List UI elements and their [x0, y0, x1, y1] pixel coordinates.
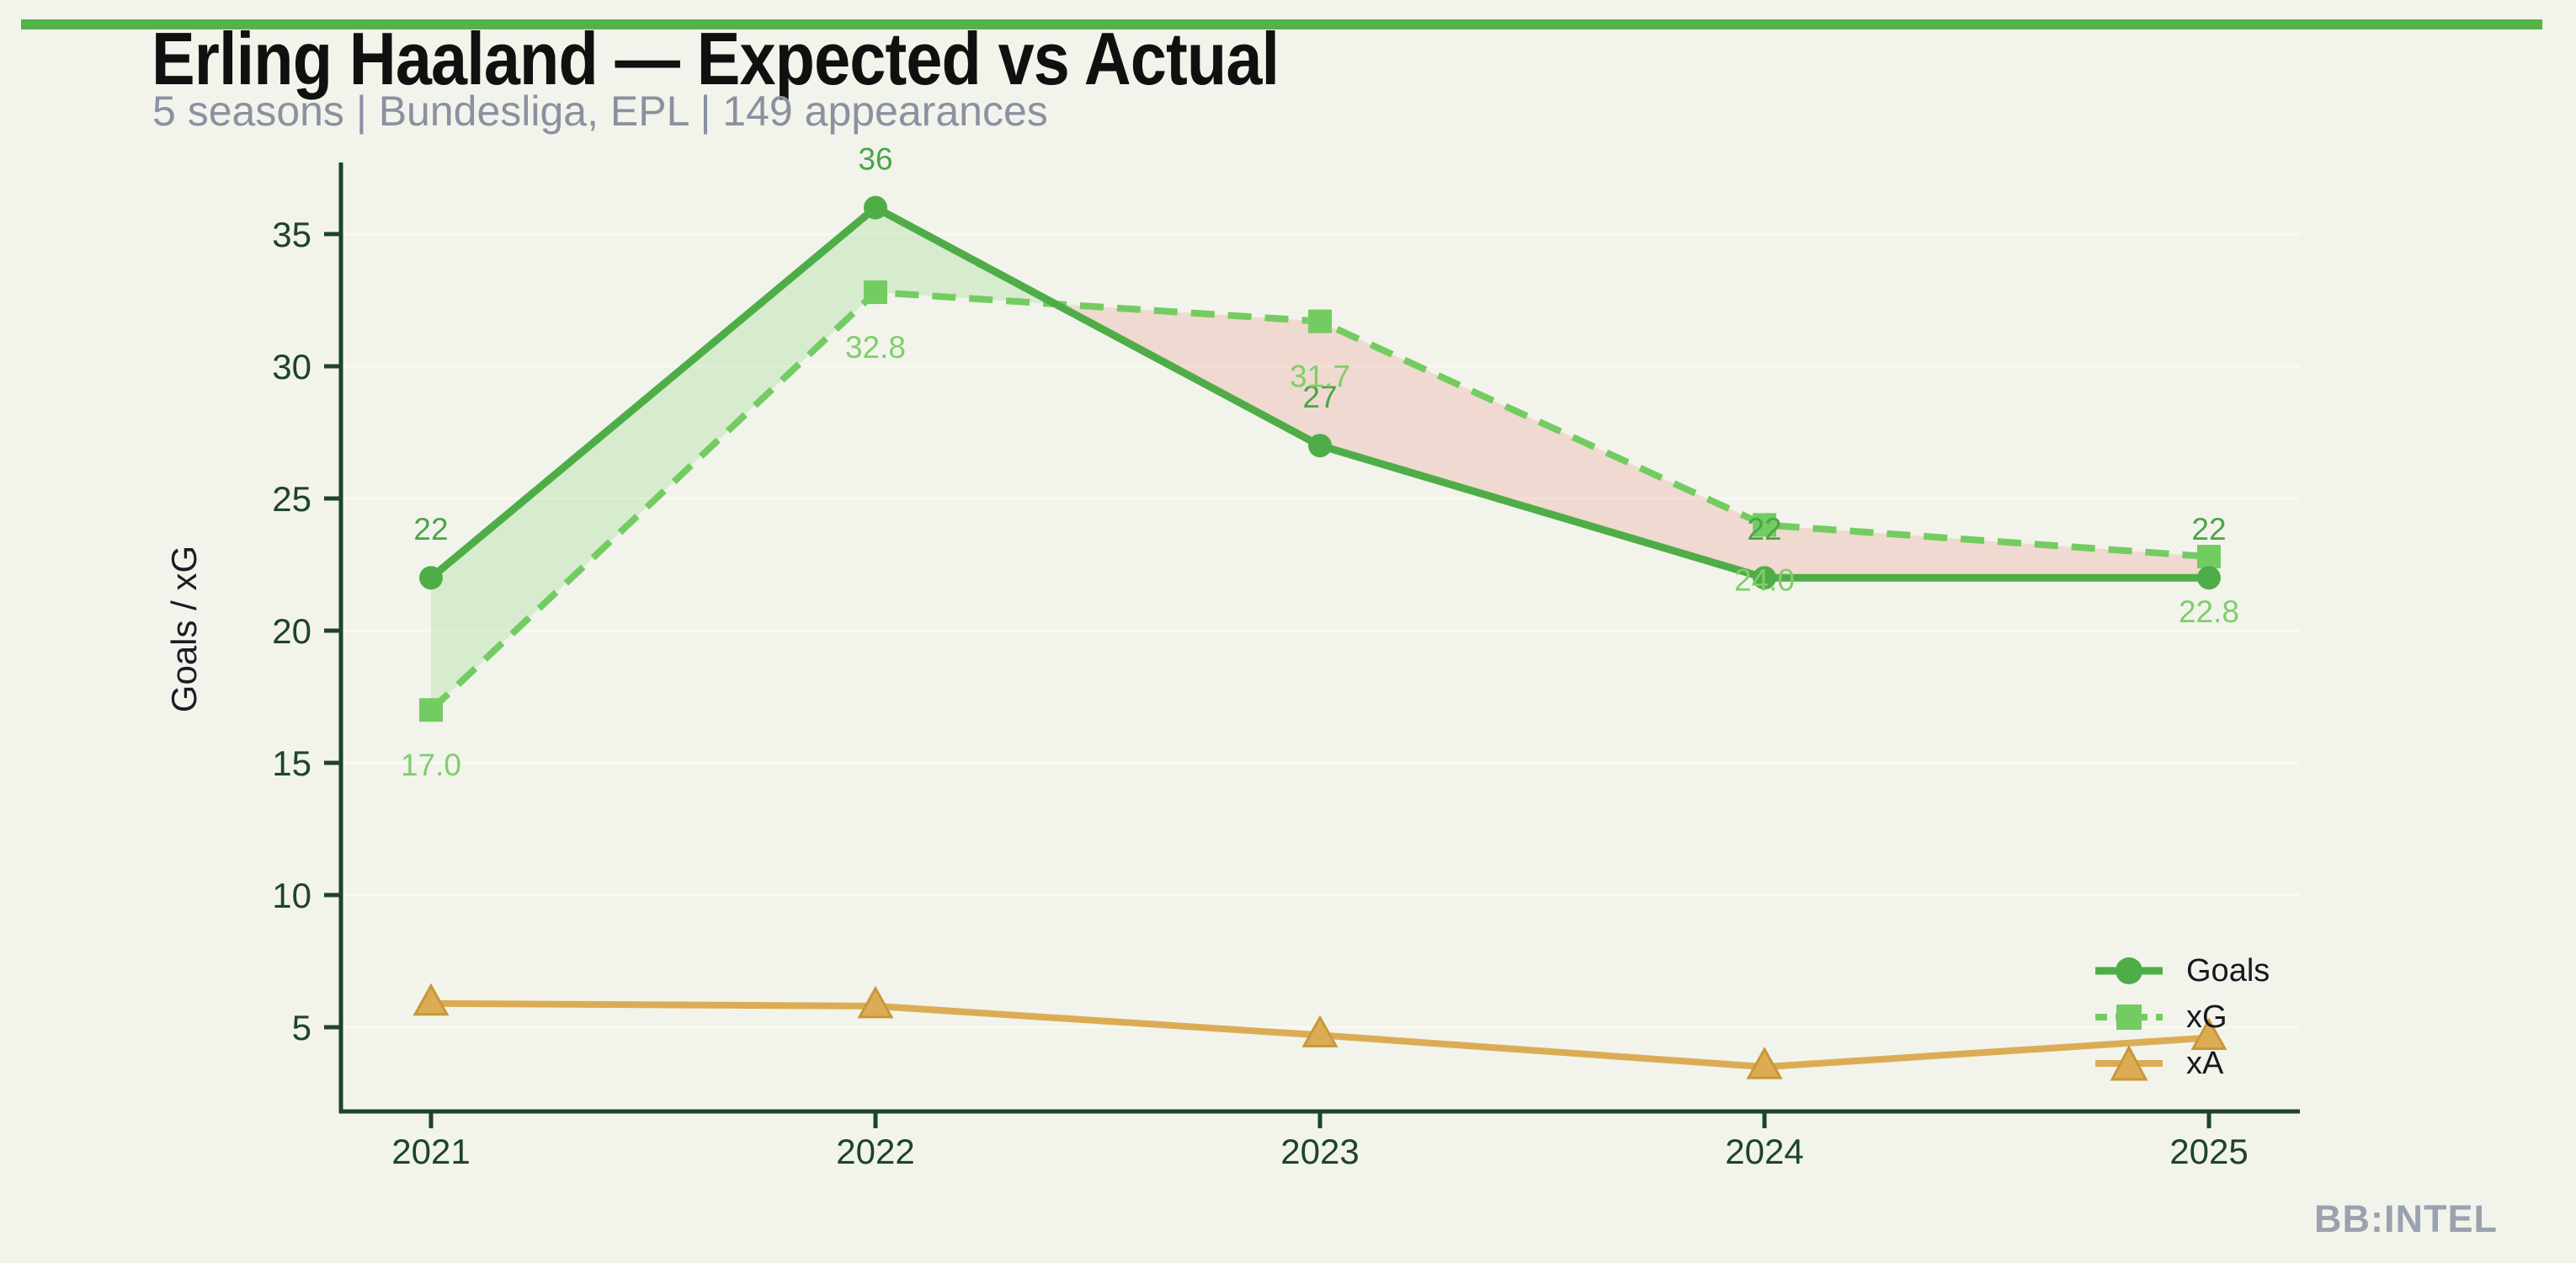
x-tick-label: 2022 — [836, 1132, 914, 1171]
xg-data-label: 17.0 — [401, 748, 461, 782]
goals-marker — [419, 566, 443, 590]
goals-marker — [2197, 566, 2221, 590]
legend-label-xg: xG — [2186, 999, 2227, 1035]
y-tick-label: 35 — [272, 215, 311, 254]
x-tick-label: 2025 — [2169, 1132, 2248, 1171]
xg-marker — [1308, 309, 1332, 333]
x-tick-label: 2024 — [1725, 1132, 1803, 1171]
x-tick-label: 2023 — [1280, 1132, 1359, 1171]
goals-marker — [1753, 566, 1776, 590]
goals-data-label: 27 — [1302, 380, 1337, 414]
xg-data-label: 31.7 — [1290, 360, 1350, 394]
goals-data-label: 22 — [1747, 512, 1781, 546]
xg-marker — [864, 280, 887, 305]
chart-title: Erling Haaland — Expected vs Actual — [152, 17, 1280, 100]
fill-xg-above-goals — [1055, 304, 2209, 578]
y-tick-label: 25 — [272, 479, 311, 519]
xa-marker — [857, 985, 894, 1019]
goals-data-label: 22 — [2191, 512, 2226, 546]
xa-line-swatch-icon — [2095, 1045, 2163, 1081]
xg-marker — [419, 698, 443, 722]
legend-label-goals: Goals — [2186, 953, 2270, 989]
goals-line-swatch-icon — [2095, 957, 2163, 984]
goals-data-label: 22 — [413, 512, 448, 546]
y-tick-label: 15 — [272, 743, 311, 783]
goals-data-label: 36 — [858, 142, 892, 177]
top-accent-bar — [21, 19, 2542, 29]
xg-data-label: 32.8 — [845, 330, 906, 365]
legend-item-xg: xG — [2094, 999, 2270, 1036]
xg-data-label: 22.8 — [2179, 594, 2239, 629]
y-tick-label: 10 — [272, 876, 311, 915]
legend-label-xa: xA — [2186, 1046, 2224, 1081]
chart-subtitle: 5 seasons | Bundesliga, EPL | 149 appear… — [152, 88, 1048, 135]
y-tick-label: 30 — [272, 347, 311, 386]
legend-item-xa: xA — [2094, 1045, 2270, 1082]
xa-marker — [2190, 1017, 2227, 1051]
legend: Goals xG xA — [2094, 952, 2270, 1082]
xg-marker — [2197, 545, 2221, 569]
xa-marker — [412, 983, 450, 1016]
fill-goals-above-xg — [431, 207, 1056, 711]
goals-marker — [864, 195, 887, 220]
y-axis-title: Goals / xG — [164, 546, 204, 712]
xa-marker — [1746, 1047, 1783, 1079]
xg-marker — [1753, 513, 1776, 537]
goals-marker — [1308, 434, 1332, 458]
xg-data-label: 24.0 — [1734, 562, 1795, 597]
xa-marker — [1301, 1015, 1339, 1047]
xg-line-swatch-icon — [2095, 1005, 2163, 1030]
watermark: BB:INTEL — [2314, 1197, 2498, 1240]
y-tick-label: 20 — [272, 611, 311, 651]
y-tick-label: 5 — [292, 1008, 311, 1047]
legend-item-goals: Goals — [2094, 952, 2270, 989]
x-tick-label: 2021 — [391, 1132, 470, 1171]
